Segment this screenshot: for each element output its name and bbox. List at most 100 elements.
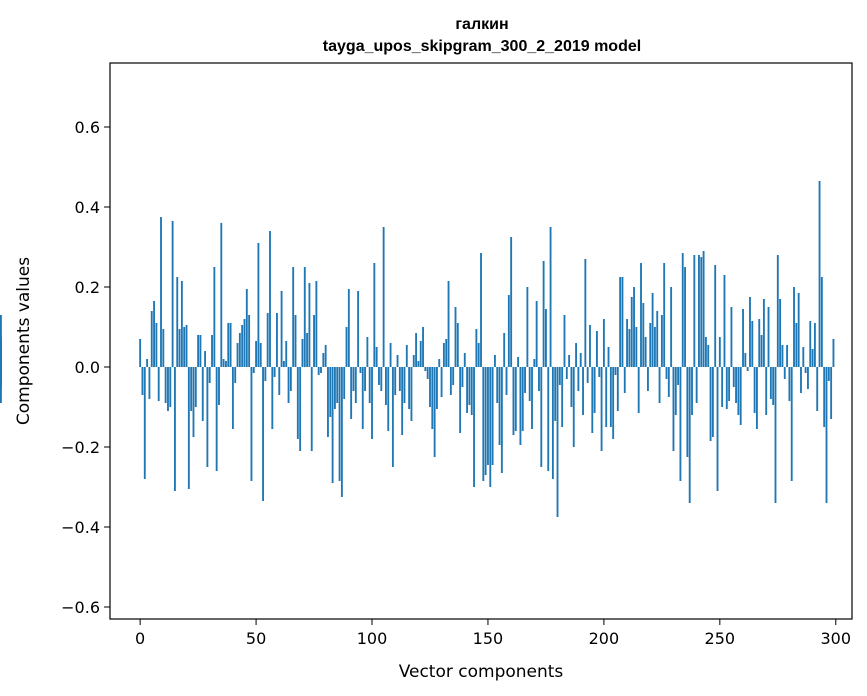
bar-260 (742, 309, 744, 367)
bar-38 (227, 323, 230, 367)
bar-275 (776, 255, 779, 367)
bar-153 (493, 355, 496, 367)
bar-176 (547, 367, 550, 471)
bar-241 (698, 255, 700, 367)
bar-64 (287, 367, 290, 403)
bar-143 (470, 367, 473, 415)
bar-121 (419, 341, 422, 367)
bar-41 (234, 367, 237, 383)
bar-190 (579, 353, 582, 367)
bar-49 (252, 367, 255, 373)
bar-27 (201, 367, 204, 421)
bar-280 (788, 367, 791, 401)
bar-286 (802, 347, 805, 367)
bar-246 (709, 367, 712, 441)
bar-65 (289, 367, 292, 391)
bar-110 (394, 367, 397, 395)
bar-89 (345, 327, 348, 367)
bar-119 (415, 333, 418, 367)
bar-112 (398, 367, 401, 391)
x-tick-label: 0 (135, 629, 145, 648)
bar-188 (575, 343, 577, 367)
bar-11 (164, 367, 167, 403)
bar-52 (259, 343, 262, 367)
bar-22 (190, 367, 193, 411)
bar-80 (324, 345, 327, 367)
bar-6 (153, 301, 155, 367)
bar-263 (749, 297, 751, 367)
bar-291 (813, 323, 816, 367)
bar-146 (477, 343, 480, 367)
bar-19 (183, 327, 186, 367)
bar-15 (174, 367, 176, 491)
bar-202 (607, 347, 610, 367)
bar-161 (512, 367, 515, 435)
bar-81 (327, 367, 329, 437)
bar-92 (352, 367, 355, 391)
bar-228 (667, 367, 670, 397)
bar-141 (466, 367, 469, 413)
bar-37 (225, 361, 227, 367)
bar-211 (628, 329, 631, 367)
bar-116 (408, 367, 411, 409)
bar-284 (797, 293, 800, 367)
bar-196 (593, 367, 596, 413)
bar-234 (681, 253, 684, 367)
bar-179 (554, 367, 557, 421)
bar-186 (570, 367, 573, 407)
y-tick-label: −0.4 (61, 518, 100, 537)
bar-238 (691, 367, 693, 415)
bar-50 (255, 341, 258, 367)
bar-235 (684, 267, 686, 367)
bar-285 (800, 367, 802, 393)
bar-117 (410, 367, 413, 421)
bar-142 (468, 367, 471, 405)
bar-undefined (0, 337, 2, 367)
bar-187 (572, 367, 575, 447)
bar-152 (491, 367, 494, 465)
bar-203 (609, 367, 612, 427)
bar-200 (602, 319, 605, 367)
bar-113 (401, 367, 404, 435)
bar-160 (510, 237, 513, 367)
bar-269 (762, 299, 765, 367)
bar-79 (322, 353, 325, 367)
y-tick-label: 0.2 (75, 278, 100, 297)
bar-245 (707, 345, 710, 367)
bar-282 (793, 287, 795, 367)
bar-115 (405, 345, 408, 367)
y-tick-label: −0.6 (61, 598, 100, 617)
bar-172 (538, 367, 540, 391)
bar-239 (693, 255, 696, 367)
bar-108 (389, 343, 392, 367)
bar-283 (795, 323, 798, 367)
bar-88 (343, 367, 346, 399)
bar-154 (496, 367, 499, 403)
bar-208 (621, 277, 624, 367)
bar-148 (482, 367, 485, 481)
bar-131 (442, 343, 445, 367)
bar-201 (605, 367, 608, 427)
bar-183 (563, 315, 566, 367)
bar-216 (640, 263, 642, 367)
bar-137 (456, 323, 459, 367)
bar-100 (371, 367, 373, 439)
bar-264 (751, 321, 754, 367)
bar-48 (250, 367, 253, 481)
bar-165 (521, 367, 524, 431)
bar-276 (779, 299, 782, 367)
y-tick-label: 0.4 (75, 198, 100, 217)
bar-225 (660, 315, 663, 367)
chart-title: галкин (455, 16, 508, 33)
bar-47 (248, 315, 251, 367)
bar-69 (299, 367, 302, 451)
bar-43 (238, 333, 241, 367)
bar-299 (832, 339, 835, 367)
bar-10 (162, 329, 165, 367)
bar-249 (716, 367, 719, 491)
bar-171 (535, 301, 538, 367)
x-tick-label: 300 (820, 629, 851, 648)
x-axis-ticks: 0 50 100 150 200 250 300 (135, 619, 851, 648)
plot-frame (109, 62, 853, 620)
bar-5 (150, 311, 153, 367)
